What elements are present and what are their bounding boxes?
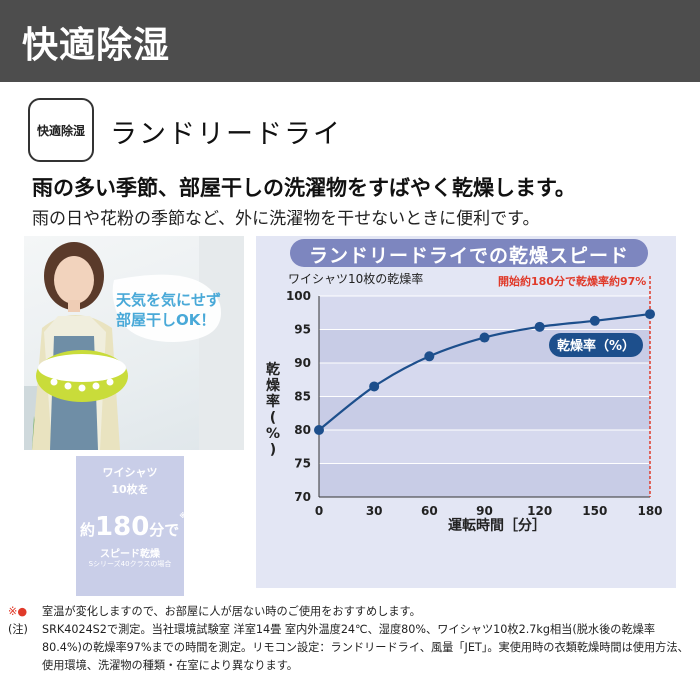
spec-suffix: 分で [149,521,180,539]
chart-annotation: 開始約180分で乾燥率約97% [498,275,647,288]
footnotes: ※● 室温が変化しますので、お部屋に人が居ない時のご使用をおすすめします。 (注… [8,603,694,675]
data-point [534,321,545,332]
y-tick-label: 90 [294,356,311,370]
grid-band [319,396,650,430]
subline: 雨の日や花粉の季節など、外に洗濯物を干せないときに便利です。 [32,209,540,229]
legend-label: 乾燥率（%） [557,338,635,354]
header-bar: 快適除湿 [0,0,700,82]
x-tick-label: 0 [315,504,323,518]
y-tick-label: 100 [286,289,311,303]
x-tick-label: 180 [637,504,662,518]
spec-time: 約180分で※1 [80,512,191,542]
data-point [424,351,435,362]
y-tick-label: 70 [294,490,311,504]
mode-name: ランドリードライ [110,119,342,150]
data-point [479,332,490,343]
data-point [369,381,380,392]
footnote-1-text: 室温が変化しますので、お部屋に人が居ない時のご使用をおすすめします。 [42,605,421,618]
spec-prefix: 約 [80,521,96,539]
y-axis-label: 乾燥率(%) [265,362,281,458]
chart-title-banner [290,239,648,267]
spec-box: ワイシャツ 10枚を 約180分で※1 スピード乾燥 Sシリーズ40クラスの場合 [76,456,191,596]
data-point [645,309,655,320]
y-tick-label: 75 [294,457,311,471]
spec-note-mark: ※1 [179,512,191,520]
data-point [589,315,600,326]
legend-pill [549,333,643,357]
mode-badge: 快適除湿 [28,98,94,162]
y-tick-label: 95 [294,323,311,337]
spec-line-1: ワイシャツ [102,466,158,479]
page-title: 快適除湿 [22,25,171,66]
x-axis-label: 運転時間［分］ [448,518,546,534]
y-tick-label: 85 [294,390,311,404]
x-tick-label: 120 [527,504,552,518]
footnote-2: (注) SRK4024S2で測定。当社環境試験室 洋室14畳 室内外温度24℃、… [8,621,694,675]
footnote-2-text: SRK4024S2で測定。当社環境試験室 洋室14畳 室内外温度24℃、湿度80… [42,623,689,672]
spec-model-note: Sシリーズ40クラスの場合 [88,560,172,568]
footnote-1: ※● 室温が変化しますので、お部屋に人が居ない時のご使用をおすすめします。 [8,603,694,621]
bubble-line-1: 天気を気にせず [116,291,222,309]
y-tick-label: 80 [294,423,311,437]
x-tick-label: 90 [476,504,493,518]
spec-label: ワイシャツ 10枚を [76,464,184,498]
x-tick-label: 60 [421,504,438,518]
chart-subtitle: ワイシャツ10枚の乾燥率 [288,272,424,286]
headline: 雨の多い季節、部屋干しの洗濯物をすばやく乾燥します。 [32,176,576,200]
speech-bubble: 天気を気にせず 部屋干しOK！ [116,290,221,330]
spec-number: 180 [95,512,150,542]
mode-badge-label: 快適除湿 [36,123,85,138]
chart-title: ランドリードライでの乾燥スピード [308,245,629,267]
laundry-photo [24,236,244,450]
footnote-1-mark: ※● [8,605,28,618]
spec-sub: スピード乾燥 [100,549,160,560]
spec-line-2: 10枚を [111,483,149,496]
drying-rate-chart: 70 75 80 85 90 95 100 0 30 60 90 120 150 180 乾燥率（%） [286,276,663,518]
woman-with-basket-illustration [24,236,244,450]
grid-band [319,430,650,464]
x-tick-label: 150 [582,504,607,518]
grid-band [319,296,650,330]
x-tick-label: 30 [366,504,383,518]
grid-band [319,463,650,497]
data-point [314,425,324,435]
footnote-2-mark: (注) [8,623,28,636]
bubble-line-2: 部屋干しOK！ [116,311,216,329]
